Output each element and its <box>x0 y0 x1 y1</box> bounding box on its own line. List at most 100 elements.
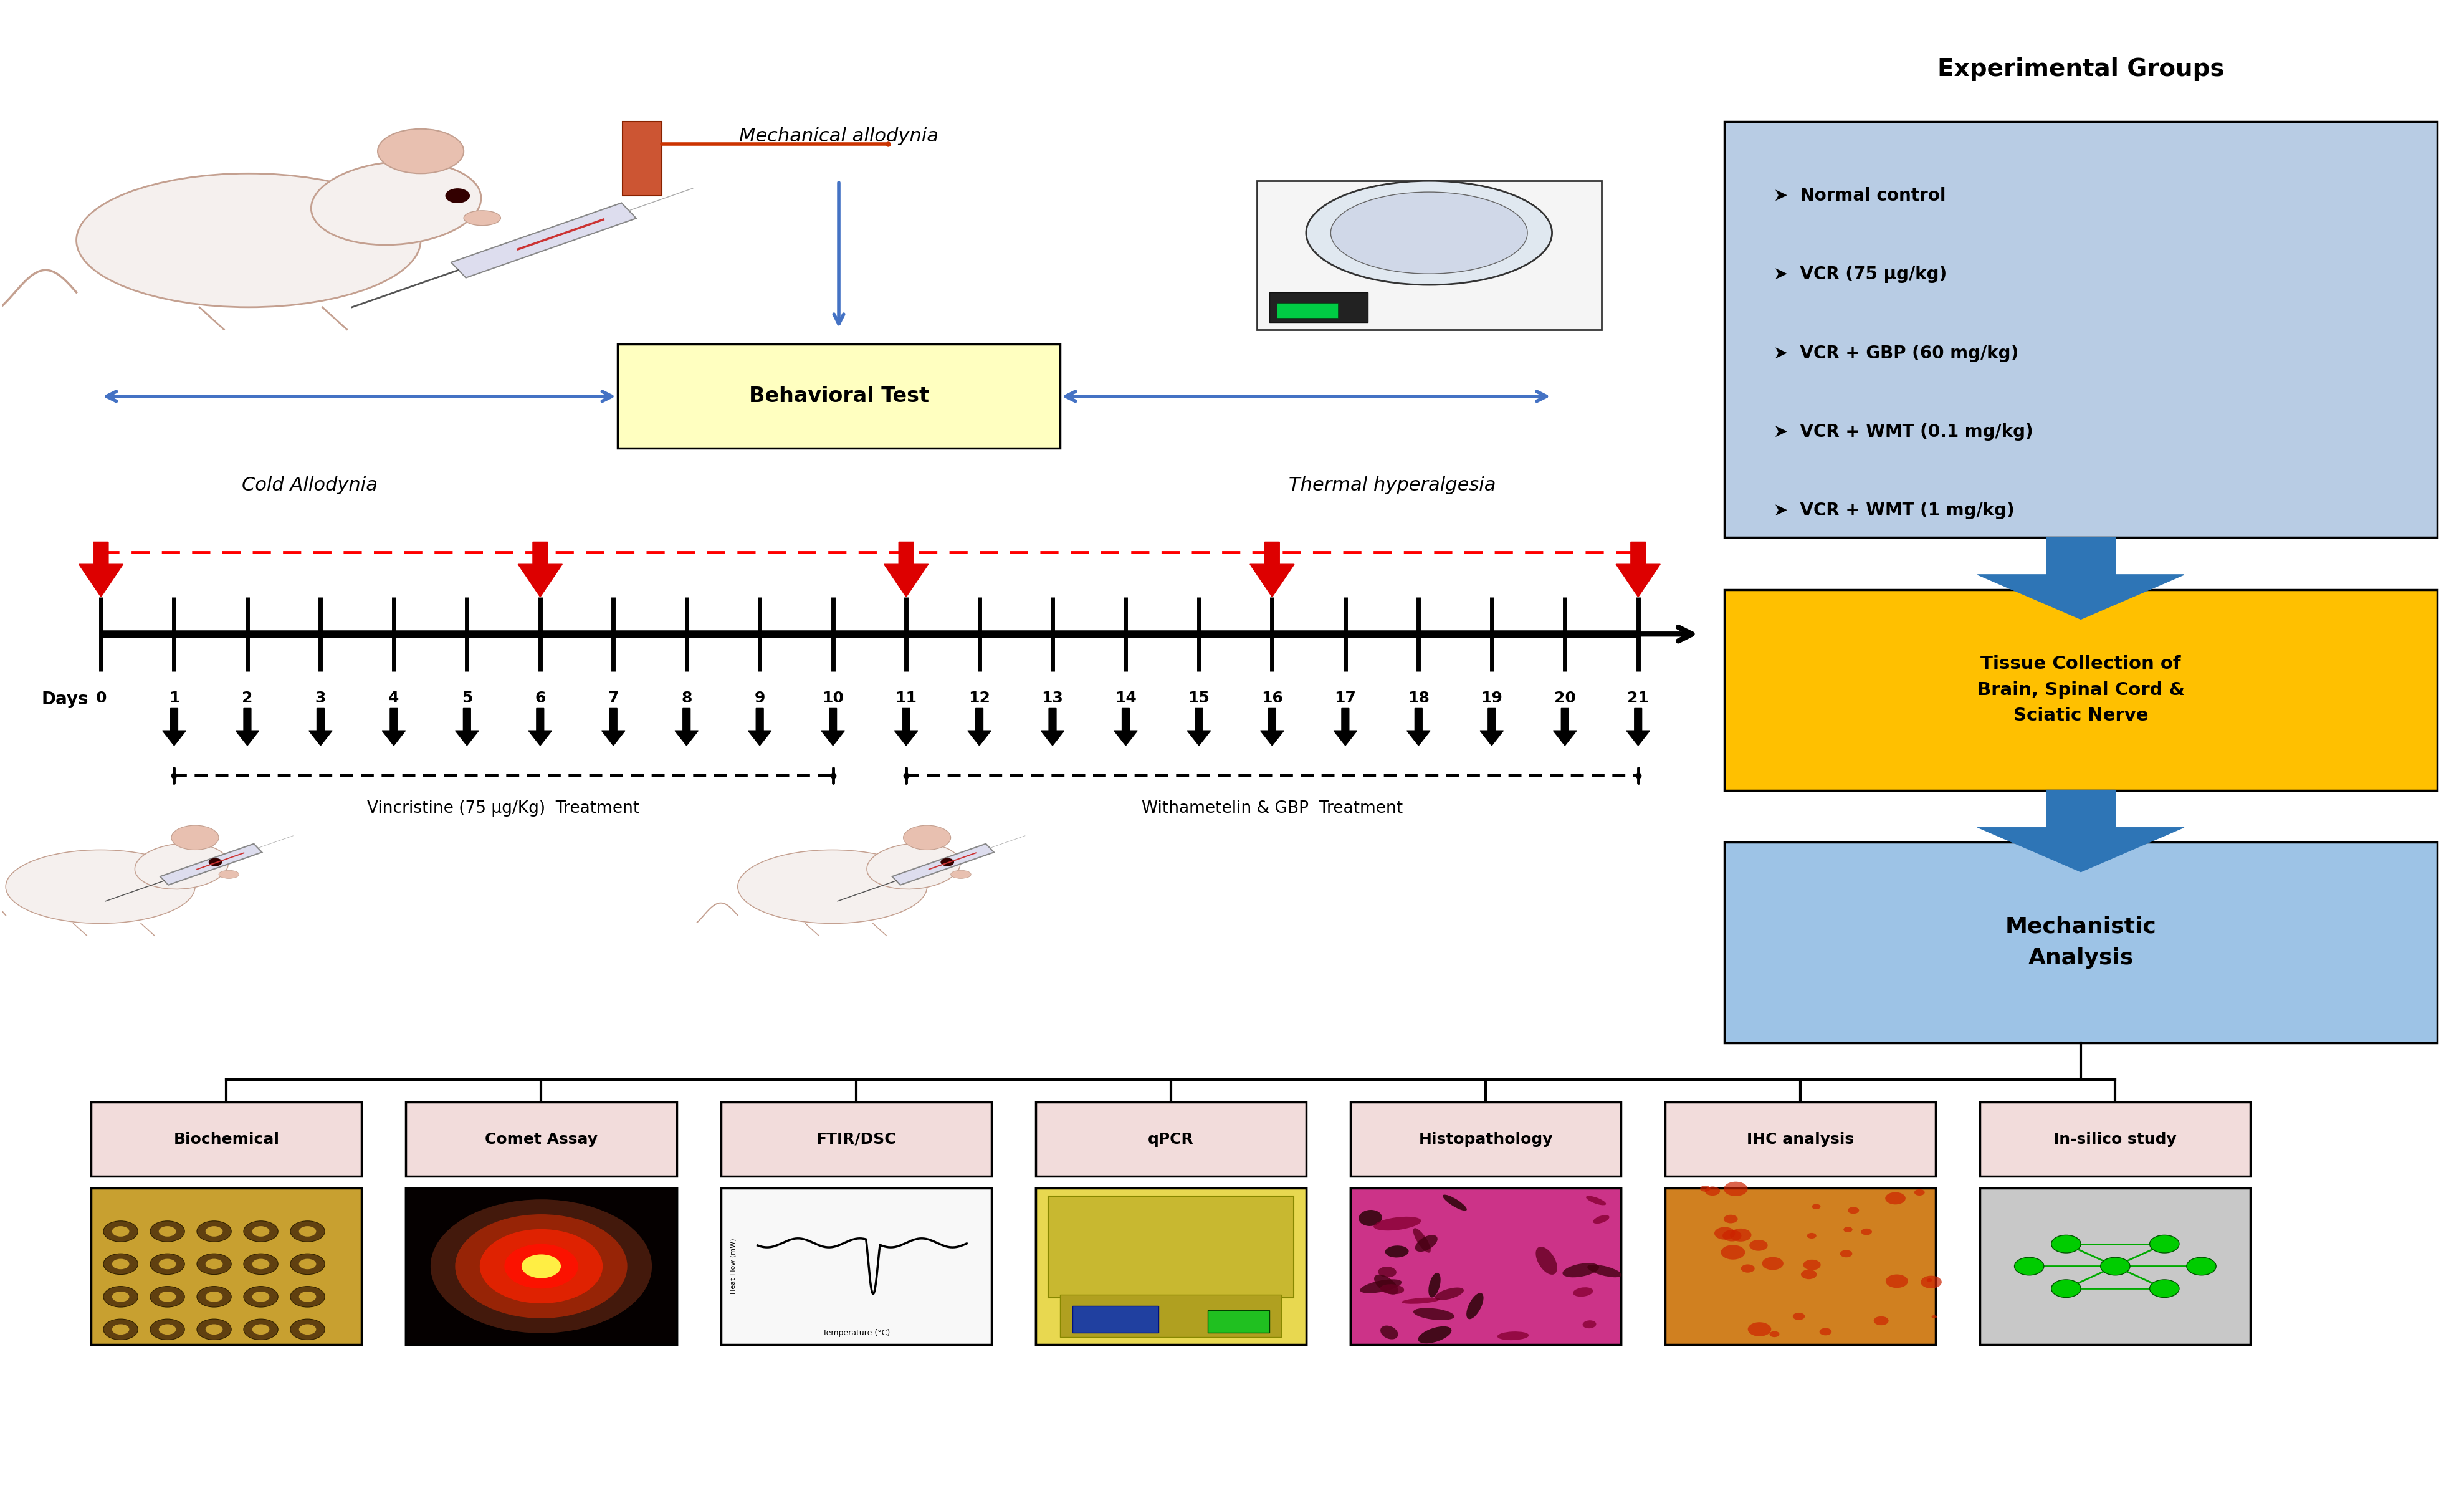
Circle shape <box>2050 1235 2080 1252</box>
Circle shape <box>103 1254 138 1275</box>
Text: ➤  VCR + WMT (1 mg/kg): ➤ VCR + WMT (1 mg/kg) <box>1774 502 2013 519</box>
Text: 16: 16 <box>1262 690 1284 705</box>
Bar <box>1035 1102 1306 1176</box>
Circle shape <box>480 1229 604 1303</box>
Polygon shape <box>968 708 991 746</box>
Circle shape <box>1818 1328 1831 1336</box>
Polygon shape <box>527 708 552 746</box>
Bar <box>1276 303 1338 318</box>
Ellipse shape <box>951 871 971 878</box>
Text: ➤  VCR + WMT (0.1 mg/kg): ➤ VCR + WMT (0.1 mg/kg) <box>1774 423 2033 441</box>
Bar <box>1725 589 2437 790</box>
Bar <box>1666 1188 1934 1345</box>
Polygon shape <box>821 708 845 746</box>
Ellipse shape <box>1429 1273 1441 1297</box>
Circle shape <box>291 1221 325 1242</box>
Circle shape <box>1700 1185 1710 1191</box>
Circle shape <box>1769 1331 1779 1337</box>
Text: 8: 8 <box>680 690 692 705</box>
Circle shape <box>1885 1275 1907 1288</box>
Circle shape <box>209 857 222 866</box>
Ellipse shape <box>1372 1217 1422 1230</box>
Text: 17: 17 <box>1333 690 1355 705</box>
Text: qPCR: qPCR <box>1148 1132 1193 1147</box>
Circle shape <box>1843 1227 1853 1232</box>
Circle shape <box>2050 1279 2080 1297</box>
Circle shape <box>251 1258 269 1269</box>
Circle shape <box>197 1287 232 1308</box>
Circle shape <box>941 857 954 866</box>
Circle shape <box>205 1258 222 1269</box>
Circle shape <box>1747 1323 1772 1336</box>
Text: 11: 11 <box>894 690 917 705</box>
Text: ➤  VCR (75 μg/kg): ➤ VCR (75 μg/kg) <box>1774 265 1947 283</box>
Text: Vincristine (75 μg/Kg)  Treatment: Vincristine (75 μg/Kg) Treatment <box>367 801 641 817</box>
Circle shape <box>1801 1270 1816 1279</box>
Polygon shape <box>1249 541 1294 596</box>
Circle shape <box>431 1199 650 1333</box>
Circle shape <box>103 1287 138 1308</box>
Text: Days: Days <box>42 690 89 708</box>
Circle shape <box>1811 1203 1821 1209</box>
Ellipse shape <box>219 871 239 878</box>
Circle shape <box>251 1291 269 1302</box>
Text: Comet Assay: Comet Assay <box>485 1132 596 1147</box>
Polygon shape <box>1552 708 1577 746</box>
Text: 4: 4 <box>389 690 399 705</box>
Circle shape <box>1740 1264 1754 1273</box>
Circle shape <box>251 1324 269 1334</box>
Polygon shape <box>308 708 333 746</box>
Ellipse shape <box>1582 1321 1597 1328</box>
Polygon shape <box>1616 541 1661 596</box>
Ellipse shape <box>1306 180 1552 285</box>
Circle shape <box>1705 1187 1720 1196</box>
Circle shape <box>1804 1260 1821 1270</box>
Ellipse shape <box>1441 1194 1466 1211</box>
Bar <box>407 1102 675 1176</box>
Ellipse shape <box>1412 1308 1454 1320</box>
Circle shape <box>522 1254 562 1278</box>
Polygon shape <box>885 541 929 596</box>
Circle shape <box>150 1254 185 1275</box>
Ellipse shape <box>1360 1279 1402 1293</box>
Bar <box>1047 1196 1294 1297</box>
Circle shape <box>205 1226 222 1236</box>
Polygon shape <box>382 708 407 746</box>
Ellipse shape <box>737 850 926 923</box>
Text: 0: 0 <box>96 690 106 705</box>
Text: Experimental Groups: Experimental Groups <box>1937 58 2225 82</box>
Ellipse shape <box>1380 1325 1397 1339</box>
Text: Thermal hyperalgesia: Thermal hyperalgesia <box>1289 477 1496 495</box>
Circle shape <box>1873 1317 1887 1325</box>
Ellipse shape <box>1375 1275 1397 1294</box>
Circle shape <box>2149 1235 2178 1252</box>
Circle shape <box>150 1320 185 1340</box>
Circle shape <box>1860 1229 1873 1235</box>
Text: 15: 15 <box>1188 690 1210 705</box>
Text: 12: 12 <box>968 690 991 705</box>
Text: ➤  Normal control: ➤ Normal control <box>1774 186 1944 204</box>
Bar <box>719 1188 991 1345</box>
Circle shape <box>158 1226 175 1236</box>
Ellipse shape <box>76 173 421 307</box>
Polygon shape <box>894 708 917 746</box>
Text: 6: 6 <box>535 690 545 705</box>
Bar <box>1269 292 1368 322</box>
Bar <box>1979 1188 2250 1345</box>
Circle shape <box>158 1291 175 1302</box>
Circle shape <box>244 1254 278 1275</box>
Text: 5: 5 <box>461 690 473 705</box>
Bar <box>91 1102 362 1176</box>
Circle shape <box>158 1324 175 1334</box>
Circle shape <box>2013 1257 2043 1275</box>
Text: 21: 21 <box>1626 690 1648 705</box>
Circle shape <box>111 1324 128 1334</box>
Text: Histopathology: Histopathology <box>1419 1132 1552 1147</box>
Text: 20: 20 <box>1555 690 1574 705</box>
Text: Mechanical allodynia: Mechanical allodynia <box>739 127 939 145</box>
Circle shape <box>298 1324 315 1334</box>
Text: 2: 2 <box>241 690 254 705</box>
Circle shape <box>1841 1249 1853 1257</box>
Text: FTIR/DSC: FTIR/DSC <box>816 1132 897 1147</box>
Ellipse shape <box>1331 192 1528 274</box>
